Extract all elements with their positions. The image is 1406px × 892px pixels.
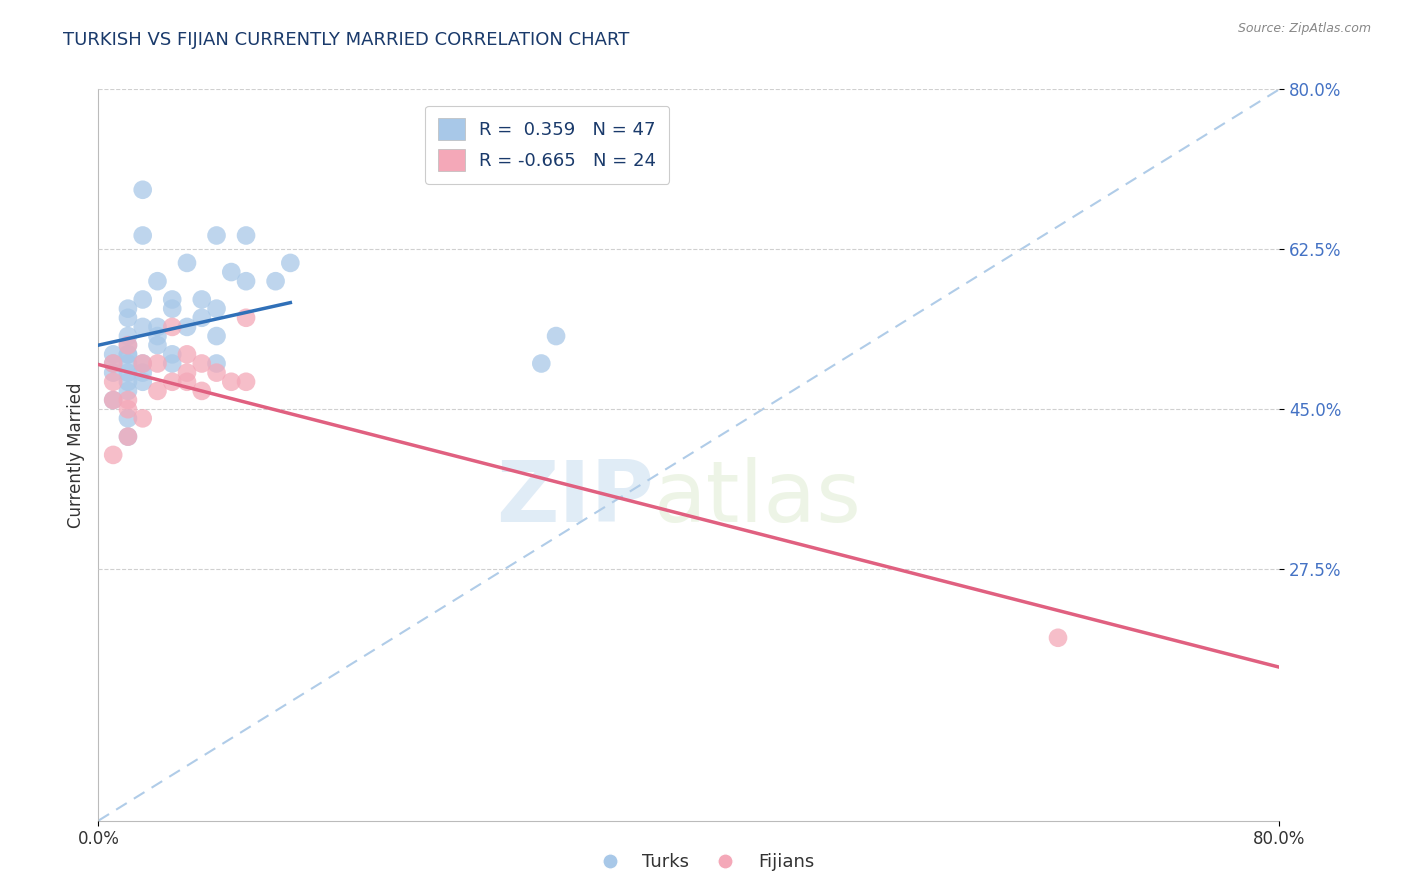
Point <box>146 319 169 334</box>
Legend: Turks, Fijians: Turks, Fijians <box>585 847 821 879</box>
Point <box>191 384 214 398</box>
Point <box>132 319 155 334</box>
Legend: R =  0.359   N = 47, R = -0.665   N = 24: R = 0.359 N = 47, R = -0.665 N = 24 <box>425 105 669 184</box>
Point <box>103 356 125 371</box>
Text: TURKISH VS FIJIAN CURRENTLY MARRIED CORRELATION CHART: TURKISH VS FIJIAN CURRENTLY MARRIED CORR… <box>63 31 630 49</box>
Point <box>117 356 139 371</box>
Point <box>117 338 139 352</box>
Point <box>117 402 139 417</box>
Point <box>205 301 228 316</box>
Point <box>191 356 214 371</box>
Point <box>103 366 125 380</box>
Point <box>280 256 302 270</box>
Point <box>146 356 169 371</box>
Point <box>235 274 257 288</box>
Point <box>205 228 228 243</box>
Point <box>162 347 183 361</box>
Point <box>117 366 139 380</box>
Point <box>176 347 198 361</box>
Point <box>191 310 214 325</box>
Point <box>546 329 568 343</box>
Point <box>205 356 228 371</box>
Point <box>132 293 155 307</box>
Point <box>176 319 198 334</box>
Point <box>132 411 155 425</box>
Point <box>132 356 155 371</box>
Point <box>162 375 183 389</box>
Point <box>235 228 257 243</box>
Point <box>117 338 139 352</box>
Point <box>103 448 125 462</box>
Point <box>560 128 582 142</box>
Point <box>146 384 169 398</box>
Point <box>235 375 257 389</box>
Point <box>530 356 553 371</box>
Text: ZIP: ZIP <box>496 458 654 541</box>
Point <box>117 411 139 425</box>
Point <box>176 256 198 270</box>
Point <box>162 319 183 334</box>
Point <box>176 375 198 389</box>
Point <box>162 301 183 316</box>
Point <box>146 274 169 288</box>
Point <box>162 293 183 307</box>
Point <box>103 392 125 407</box>
Point <box>132 356 155 371</box>
Point <box>103 347 125 361</box>
Point <box>221 265 243 279</box>
Point <box>117 430 139 444</box>
Point <box>162 356 183 371</box>
Point <box>264 274 287 288</box>
Point <box>117 430 139 444</box>
Y-axis label: Currently Married: Currently Married <box>66 382 84 528</box>
Point <box>132 228 155 243</box>
Point <box>103 392 125 407</box>
Point <box>132 183 155 197</box>
Point <box>146 329 169 343</box>
Point <box>117 301 139 316</box>
Point <box>205 329 228 343</box>
Point <box>117 347 139 361</box>
Text: Source: ZipAtlas.com: Source: ZipAtlas.com <box>1237 22 1371 36</box>
Point <box>117 384 139 398</box>
Point <box>117 347 139 361</box>
Point <box>132 375 155 389</box>
Point <box>103 375 125 389</box>
Point <box>117 329 139 343</box>
Point <box>235 310 257 325</box>
Point <box>221 375 243 389</box>
Point <box>205 366 228 380</box>
Text: atlas: atlas <box>654 458 862 541</box>
Point <box>117 392 139 407</box>
Point <box>103 356 125 371</box>
Point <box>117 375 139 389</box>
Point <box>132 366 155 380</box>
Point <box>191 293 214 307</box>
Point <box>117 310 139 325</box>
Point <box>146 338 169 352</box>
Point <box>176 366 198 380</box>
Point <box>1046 631 1070 645</box>
